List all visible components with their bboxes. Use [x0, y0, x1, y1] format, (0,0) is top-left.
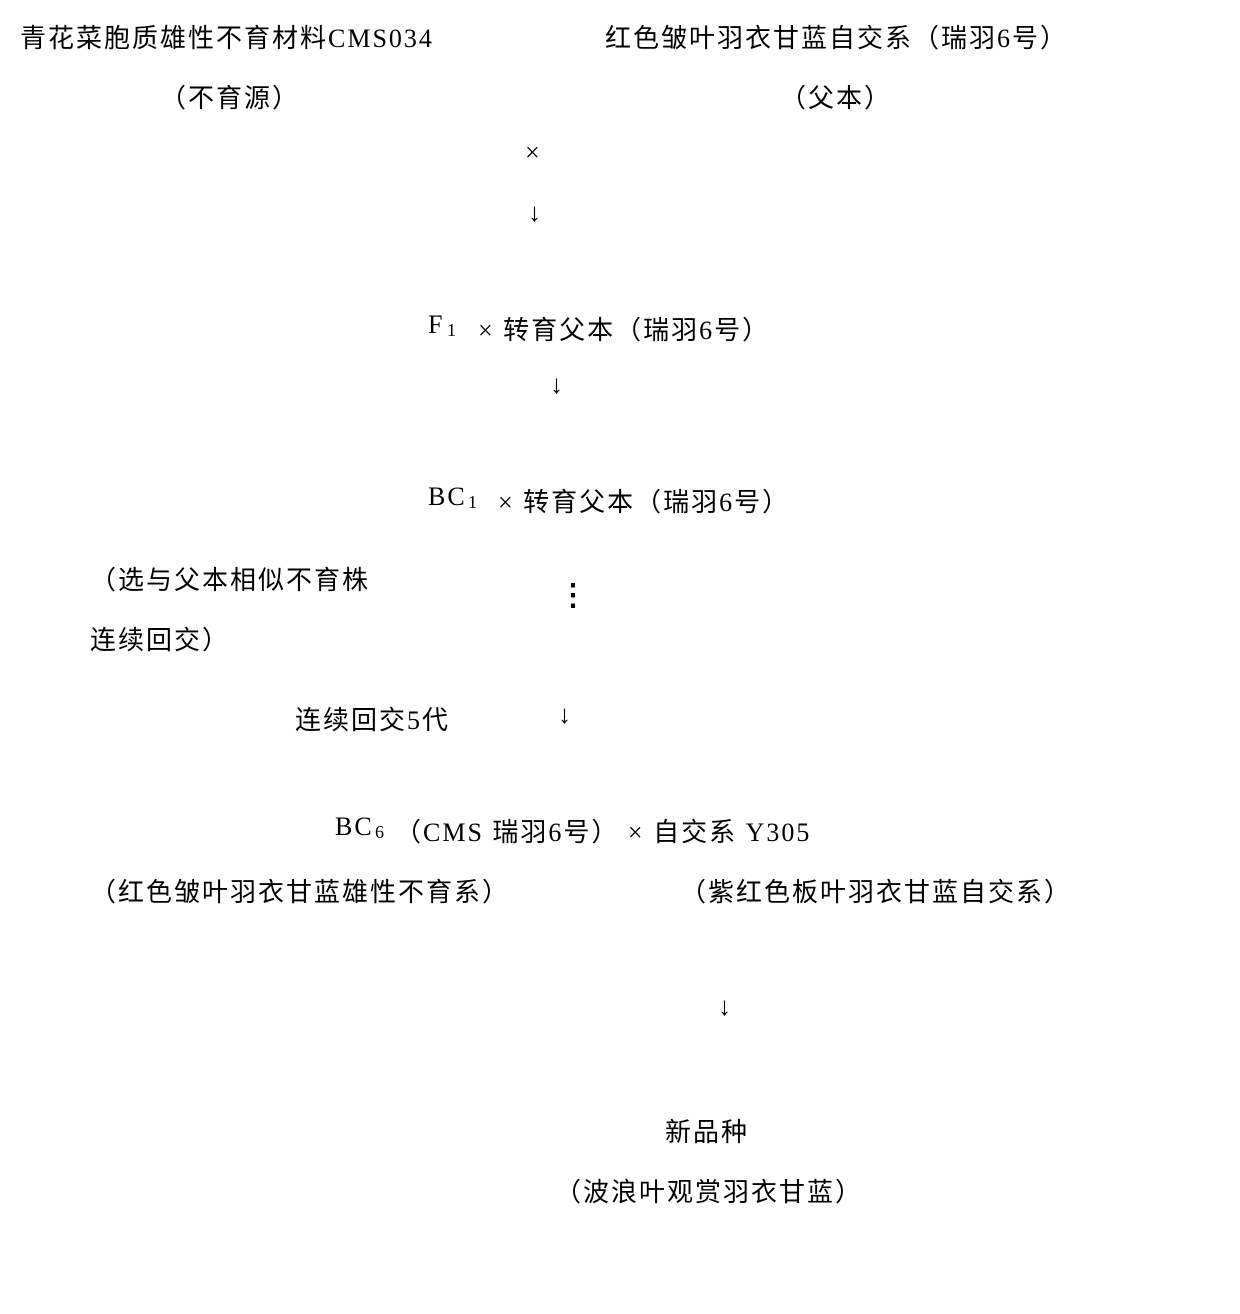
f1-label: F — [428, 310, 444, 340]
f1-subscript: 1 — [447, 320, 458, 341]
bc6-note1: （红色皱叶羽衣甘蓝雄性不育系） — [90, 872, 510, 909]
arrow-1: ↓ — [528, 198, 543, 228]
bc6-label: BC — [335, 812, 374, 842]
bc6-subscript: 6 — [375, 822, 386, 843]
bc6-cross-text: （CMS 瑞羽6号） × 自交系 Y305 — [395, 812, 811, 849]
continuous-backcross: 连续回交5代 — [295, 700, 450, 737]
note-line1: （选与父本相似不育株 — [90, 560, 370, 597]
parent1-line1: 青花菜胞质雄性不育材料CMS034 — [20, 18, 434, 55]
result-line1: 新品种 — [665, 1112, 749, 1149]
f1-cross-text: × 转育父本（瑞羽6号） — [478, 310, 770, 347]
bc1-label: BC — [428, 482, 467, 512]
bc1-subscript: 1 — [468, 492, 479, 513]
bc1-cross-text: × 转育父本（瑞羽6号） — [498, 482, 790, 519]
result-line2: （波浪叶观赏羽衣甘蓝） — [555, 1172, 863, 1209]
bc6-note2: （紫红色板叶羽衣甘蓝自交系） — [680, 872, 1072, 909]
arrow-3: ↓ — [558, 700, 573, 730]
parent2-line2: （父本） — [780, 78, 892, 115]
arrow-2: ↓ — [550, 370, 565, 400]
parent1-line2: （不育源） — [160, 78, 300, 115]
cross-symbol-1: × — [525, 138, 542, 168]
note-line2: 连续回交） — [90, 620, 230, 657]
vertical-dots: ⋮ — [558, 578, 590, 613]
parent2-line1: 红色皱叶羽衣甘蓝自交系（瑞羽6号） — [605, 18, 1068, 55]
arrow-4: ↓ — [718, 992, 733, 1022]
